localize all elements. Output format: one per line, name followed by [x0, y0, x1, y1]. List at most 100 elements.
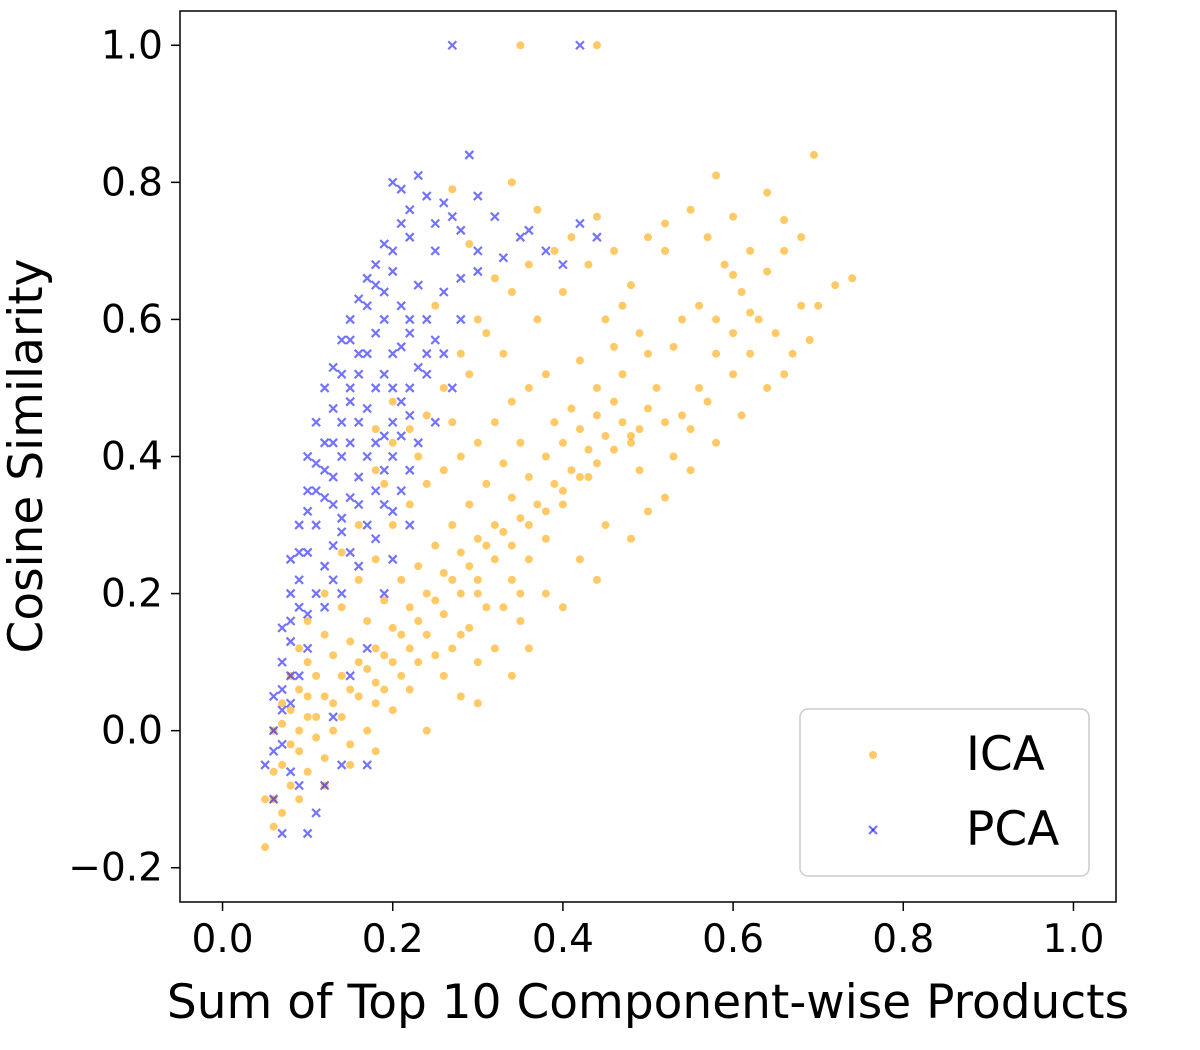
- data-point: [499, 603, 508, 612]
- data-point: [456, 692, 465, 701]
- data-point: [336, 335, 347, 345]
- data-point: [362, 760, 372, 770]
- data-point: [370, 280, 381, 290]
- data-point: [567, 233, 576, 242]
- data-point: [507, 541, 516, 550]
- data-point: [473, 266, 483, 277]
- data-point: [482, 603, 491, 612]
- data-point: [575, 555, 584, 564]
- data-point: [413, 170, 424, 181]
- data-point: [354, 521, 363, 530]
- data-point: [404, 520, 415, 530]
- data-point: [626, 281, 635, 290]
- data-point: [328, 540, 338, 551]
- data-point: [286, 740, 295, 749]
- data-point: [285, 616, 296, 626]
- data-point: [294, 575, 304, 585]
- y-tick-label: 0.4: [101, 435, 163, 480]
- data-point: [507, 671, 516, 680]
- data-point: [524, 521, 533, 530]
- data-point: [278, 699, 287, 708]
- data-point: [626, 438, 635, 447]
- x-tick-label: 0.2: [362, 917, 424, 962]
- data-point: [609, 342, 618, 351]
- x-tick-label: 0.8: [872, 917, 934, 962]
- data-point: [303, 616, 312, 625]
- y-tick-label: 0.8: [101, 160, 163, 205]
- data-point: [729, 370, 738, 379]
- y-tick-label: −0.2: [68, 846, 163, 891]
- data-point: [430, 246, 441, 256]
- data-point: [473, 699, 482, 708]
- data-point: [439, 383, 448, 392]
- data-point: [456, 314, 466, 325]
- data-point: [644, 404, 652, 413]
- data-point: [387, 554, 398, 565]
- data-point: [465, 623, 474, 632]
- data-point: [311, 520, 321, 530]
- data-point: [499, 527, 508, 536]
- data-point: [439, 198, 449, 208]
- data-point: [661, 493, 670, 502]
- data-point: [353, 561, 364, 571]
- data-point: [320, 589, 329, 598]
- y-axis-label: Cosine Similarity: [0, 259, 54, 654]
- data-point: [379, 239, 389, 249]
- data-point: [422, 630, 431, 639]
- data-point: [524, 473, 533, 482]
- data-point: [388, 438, 397, 447]
- data-point: [396, 300, 407, 311]
- data-point: [482, 541, 491, 550]
- data-point: [294, 602, 304, 613]
- data-point: [575, 356, 584, 365]
- data-point: [515, 232, 526, 242]
- data-point: [345, 492, 355, 503]
- data-point: [516, 589, 525, 598]
- data-point: [533, 500, 542, 509]
- data-point: [405, 603, 414, 612]
- data-point: [337, 603, 346, 612]
- data-point: [720, 260, 729, 269]
- data-point: [362, 348, 372, 359]
- data-point: [473, 589, 482, 598]
- data-point: [370, 438, 381, 448]
- data-point: [354, 658, 363, 667]
- data-point: [831, 281, 840, 290]
- data-point: [575, 473, 584, 482]
- data-point: [379, 588, 389, 599]
- data-point: [771, 329, 780, 338]
- y-tick-label: 0.0: [101, 709, 163, 754]
- data-point: [404, 410, 415, 421]
- data-point: [601, 315, 610, 324]
- data-point: [541, 534, 550, 543]
- data-point: [524, 225, 534, 236]
- data-point: [371, 747, 380, 756]
- data-point: [371, 644, 380, 653]
- data-point: [524, 644, 533, 653]
- data-point: [277, 705, 287, 715]
- data-point: [404, 314, 415, 325]
- data-point: [370, 328, 381, 338]
- data-point: [473, 534, 482, 543]
- data-point: [490, 211, 500, 222]
- data-point: [346, 685, 355, 694]
- data-point: [397, 575, 406, 584]
- data-point: [371, 425, 380, 434]
- data-point: [285, 766, 296, 777]
- legend-label-pca: PCA: [966, 802, 1059, 857]
- data-point: [805, 335, 814, 344]
- data-point: [353, 499, 364, 510]
- data-point: [362, 403, 372, 414]
- data-point: [302, 828, 313, 839]
- data-point: [431, 541, 440, 550]
- data-point: [763, 383, 772, 392]
- data-point: [558, 438, 567, 447]
- data-point: [302, 451, 313, 462]
- data-point: [302, 506, 313, 517]
- data-point: [396, 396, 407, 407]
- data-point: [311, 485, 321, 496]
- data-point: [507, 288, 516, 297]
- data-point: [456, 548, 465, 557]
- data-point: [447, 40, 458, 51]
- data-point: [396, 184, 407, 194]
